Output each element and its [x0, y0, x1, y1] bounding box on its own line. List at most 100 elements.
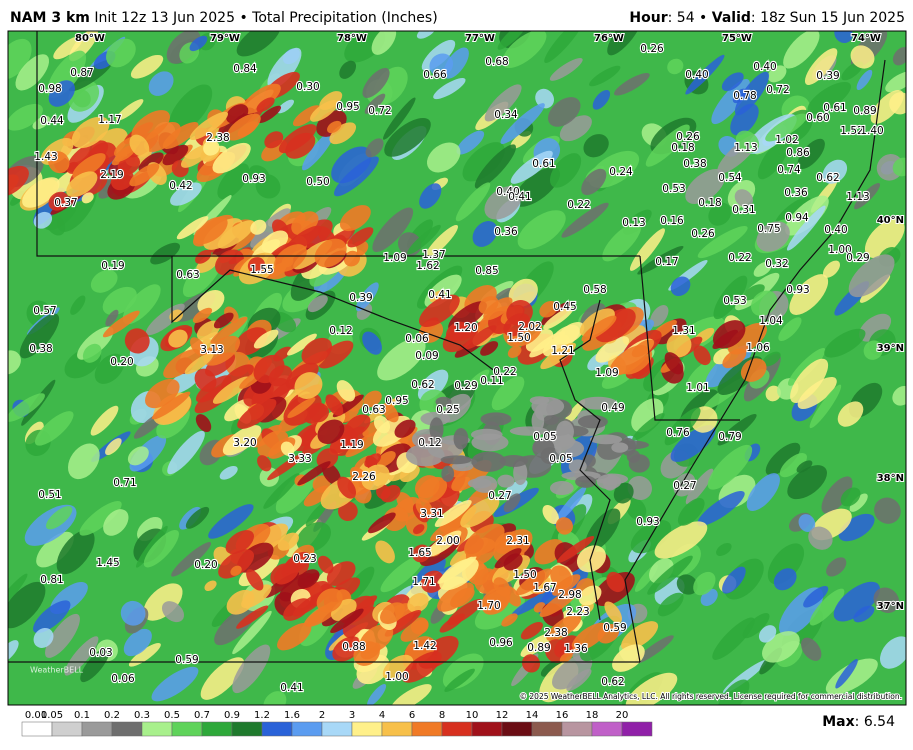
- dry-blob: [555, 439, 585, 458]
- point-value: 1.50: [507, 332, 530, 344]
- point-value: 0.23: [293, 553, 316, 565]
- colorbar-swatch: [261, 721, 293, 737]
- init-info: Init 12z 13 Jun 2025 • Total Precipitati…: [94, 10, 437, 26]
- field-blob: [525, 329, 554, 352]
- field-blob: [474, 144, 516, 189]
- field-blob: [203, 139, 220, 156]
- field-blob: [241, 584, 272, 609]
- colorbar-swatch: [591, 721, 623, 737]
- point-value: 0.39: [816, 70, 839, 82]
- field-blob: [339, 60, 357, 79]
- field-blob: [225, 530, 255, 554]
- colorbar-swatch: [501, 721, 533, 737]
- field-blob: [549, 57, 583, 81]
- field-blob: [685, 54, 725, 95]
- field-blob: [552, 654, 593, 690]
- field-blob: [317, 419, 345, 444]
- point-value: 0.44: [40, 115, 64, 127]
- point-value: 0.61: [532, 158, 555, 170]
- field-blob: [542, 504, 559, 525]
- field-blob: [787, 348, 826, 386]
- point-value: 0.40: [496, 186, 519, 198]
- field-blob: [824, 328, 866, 358]
- field-blob: [756, 221, 790, 252]
- field-blob: [773, 568, 797, 591]
- colorbar-label: 12: [496, 710, 509, 721]
- field-blob: [789, 274, 829, 315]
- point-value: 1.70: [477, 600, 500, 612]
- field-blob: [33, 211, 53, 229]
- field-blob: [256, 97, 275, 113]
- field-blob: [286, 333, 317, 356]
- field-blob: [501, 613, 518, 627]
- field-blob: [746, 473, 780, 512]
- field-blob: [15, 54, 50, 91]
- colorbar-label: 2: [319, 710, 325, 721]
- field-blob: [874, 497, 901, 524]
- field-blob: [230, 565, 242, 576]
- point-value: 2.19: [100, 169, 123, 181]
- dry-blob: [611, 442, 629, 453]
- point-value: 1.13: [846, 191, 869, 203]
- field-blob: [503, 313, 530, 337]
- field-blob: [364, 453, 382, 468]
- field-blob: [546, 614, 582, 642]
- field-blob: [410, 617, 429, 635]
- field-blob: [589, 65, 621, 87]
- field-blob: [401, 651, 442, 683]
- field-blob: [8, 393, 45, 422]
- dry-blob: [480, 412, 512, 426]
- field-blob: [190, 337, 207, 357]
- point-value: 0.57: [33, 305, 56, 317]
- point-value: 0.32: [765, 258, 788, 270]
- field-blob: [645, 124, 690, 167]
- field-blob: [67, 443, 100, 480]
- field-blob: [856, 69, 873, 91]
- field-blob: [721, 72, 744, 92]
- field-blob: [250, 219, 267, 235]
- dry-blob: [513, 461, 528, 485]
- colorbar-swatch: [321, 721, 353, 737]
- field-blob: [296, 522, 332, 553]
- dry-blob: [628, 454, 650, 473]
- point-value: 3.33: [288, 453, 311, 465]
- field-blob: [550, 565, 572, 589]
- point-value: 0.22: [493, 366, 516, 378]
- field-blob: [210, 316, 248, 344]
- field-blob: [491, 376, 525, 411]
- point-value: 1.71: [412, 576, 435, 588]
- field-blob: [330, 608, 364, 634]
- field-blob: [368, 512, 396, 534]
- field-blob: [685, 168, 726, 204]
- valid-value: : 18z Sun 15 Jun 2025: [751, 10, 905, 26]
- field-blob: [317, 555, 334, 574]
- field-blob: [236, 605, 269, 629]
- field-blob: [81, 192, 94, 204]
- point-value: 0.17: [655, 256, 678, 268]
- point-value: 2.31: [506, 535, 529, 547]
- colorbar-swatch: [231, 721, 263, 737]
- point-value: 1.65: [408, 547, 431, 559]
- latitude-label: 37°N: [877, 601, 904, 612]
- field-blob: [203, 218, 243, 250]
- field-blob: [8, 165, 29, 198]
- field-blob: [693, 571, 716, 596]
- field-blob: [712, 617, 755, 660]
- field-blob: [520, 634, 551, 658]
- field-blob: [382, 402, 399, 423]
- point-value: 1.67: [533, 582, 556, 594]
- field-blob: [559, 651, 573, 663]
- field-blob: [833, 581, 880, 622]
- field-blob: [124, 328, 150, 354]
- field-blob: [407, 224, 441, 255]
- point-value: 1.31: [672, 325, 695, 337]
- point-value: 0.22: [728, 252, 751, 264]
- field-blob: [863, 340, 883, 360]
- colorbar: 0.010.05 0.1 0.2 0.3 0.5 0.7 0.9 1.2 1.6 2 3 4 6 8 10 1…: [21, 710, 653, 737]
- point-value: 0.34: [494, 109, 518, 121]
- field-blob: [203, 335, 241, 366]
- field-blob: [232, 610, 272, 655]
- field-blob: [717, 679, 750, 705]
- field-blob: [466, 369, 490, 390]
- point-value: 0.24: [609, 166, 633, 178]
